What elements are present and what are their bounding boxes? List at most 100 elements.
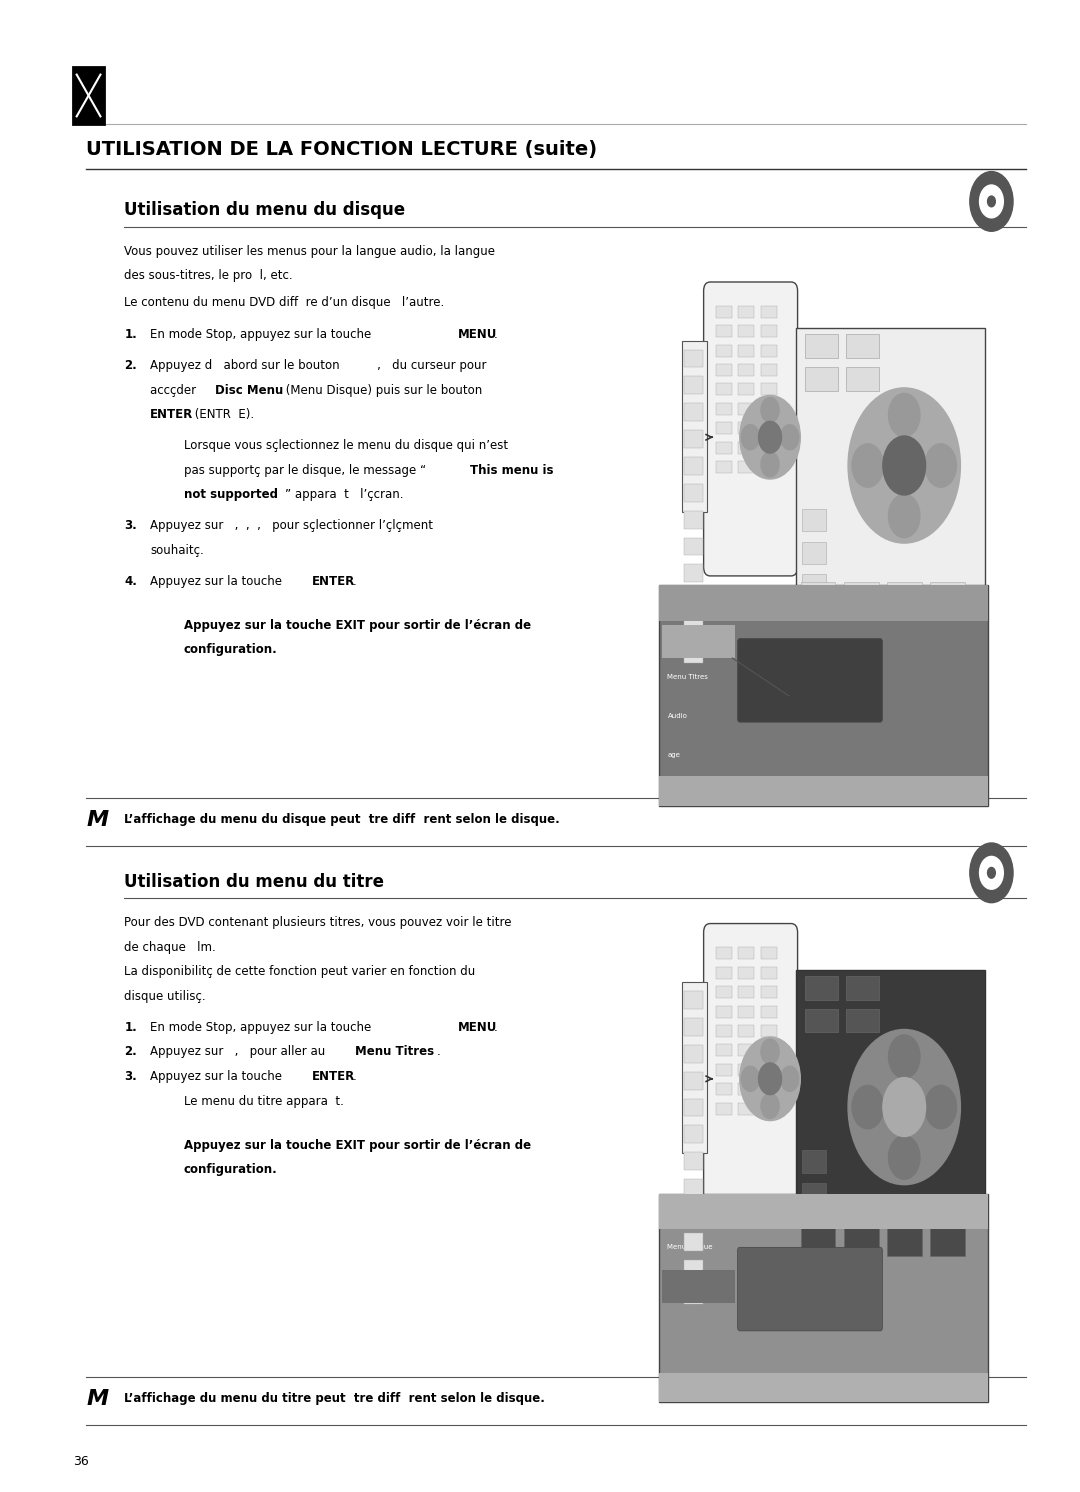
Bar [685, 1125, 702, 1143]
Text: (Menu Disque) puis sur le bouton: (Menu Disque) puis sur le bouton [282, 383, 482, 397]
Bar [847, 334, 879, 358]
Text: Disc Menu: Disc Menu [215, 383, 283, 397]
Bar [685, 349, 702, 367]
Text: age: age [667, 752, 680, 758]
Circle shape [740, 1037, 800, 1120]
Bar [739, 461, 754, 473]
Bar [685, 1044, 702, 1062]
Bar [685, 991, 702, 1009]
Bar [739, 967, 754, 979]
Bar [659, 776, 988, 806]
Bar [715, 364, 732, 376]
Bar [760, 422, 778, 434]
Bar [685, 1286, 702, 1304]
Text: ENTER: ENTER [312, 574, 355, 588]
Bar [739, 1103, 754, 1115]
Bar [806, 367, 838, 391]
Text: Menu Disque.: Menu Disque. [788, 680, 832, 686]
Text: disque utilisç.: disque utilisç. [124, 991, 206, 1003]
Circle shape [741, 425, 759, 449]
Bar [760, 1083, 778, 1095]
Bar [685, 510, 702, 528]
Bar [760, 442, 778, 454]
Text: ENTER: ENTER [150, 409, 193, 421]
Bar [806, 1009, 838, 1032]
Text: La disponibilitç de cette fonction peut varier en fonction du: La disponibilitç de cette fonction peut … [124, 965, 475, 979]
Text: 1.: 1. [124, 328, 137, 342]
Bar [685, 483, 702, 501]
Bar [685, 618, 702, 636]
Bar [806, 334, 838, 358]
Bar [760, 461, 778, 473]
Circle shape [852, 443, 883, 488]
Text: not supported: not supported [184, 488, 278, 501]
Text: des sous-titres, le pro  l, etc.: des sous-titres, le pro l, etc. [124, 269, 293, 282]
Text: 3.: 3. [124, 1070, 137, 1083]
Bar [685, 591, 702, 609]
Text: DÉPLAC.: DÉPLAC. [675, 1385, 698, 1391]
Bar [715, 345, 732, 357]
Circle shape [970, 843, 1013, 903]
Text: 2.: 2. [124, 1046, 137, 1058]
Bar [801, 542, 825, 564]
Circle shape [758, 1062, 782, 1095]
Bar [760, 325, 778, 337]
Text: Menu Disque: Menu Disque [667, 636, 713, 642]
Bar [760, 383, 778, 395]
Text: App 'ENTER' pour: App 'ENTER' pour [782, 658, 838, 664]
Text: DVD: DVD [985, 906, 998, 910]
Text: Appuyez sur la touche EXIT pour sortir de l’écran de: Appuyez sur la touche EXIT pour sortir d… [184, 619, 530, 633]
Bar [760, 306, 778, 318]
Text: M: M [86, 810, 108, 830]
Bar [739, 1064, 754, 1076]
Bar [760, 1064, 778, 1076]
FancyBboxPatch shape [738, 639, 882, 722]
Text: Menu Titres: Menu Titres [355, 1046, 434, 1058]
Bar [685, 1152, 702, 1170]
Bar [739, 403, 754, 415]
Bar [796, 970, 985, 1268]
Text: Appuyez sur la touche: Appuyez sur la touche [150, 1070, 305, 1083]
Text: Audio: Audio [667, 713, 687, 719]
Text: ENTER: ENTER [312, 1070, 355, 1083]
Text: .: . [353, 574, 356, 588]
Bar [685, 457, 702, 474]
Text: pas supportç par le disque, le message “: pas supportç par le disque, le message “ [184, 464, 459, 477]
Text: Utilisation du menu du titre: Utilisation du menu du titre [124, 873, 384, 891]
Text: Le contenu du menu DVD diff  re d’un disque   l’autre.: Le contenu du menu DVD diff re d’un disq… [124, 297, 445, 309]
FancyBboxPatch shape [73, 67, 104, 124]
Bar [739, 383, 754, 395]
Bar [739, 345, 754, 357]
Bar [739, 422, 754, 434]
Text: Appuyez sur la touche: Appuyez sur la touche [150, 574, 305, 588]
Bar [739, 306, 754, 318]
Bar [931, 1223, 966, 1256]
Bar [715, 422, 732, 434]
Circle shape [761, 1038, 779, 1064]
FancyBboxPatch shape [704, 282, 797, 576]
Text: Pour des DVD contenant plusieurs titres, vous pouvez voir le titre: Pour des DVD contenant plusieurs titres,… [124, 916, 512, 930]
Text: L’affichage du menu du titre peut  tre diff  rent selon le disque.: L’affichage du menu du titre peut tre di… [124, 1392, 545, 1405]
Circle shape [781, 425, 799, 449]
Text: .: . [494, 1021, 497, 1034]
Circle shape [761, 1094, 779, 1119]
Bar [659, 1194, 988, 1229]
Bar [847, 976, 879, 1000]
Bar [931, 582, 966, 615]
Bar [739, 325, 754, 337]
Text: ENTER: ENTER [895, 463, 914, 468]
Bar [801, 574, 825, 597]
Circle shape [987, 867, 996, 879]
Bar [739, 1044, 754, 1056]
Text: MENU: MENU [458, 1021, 497, 1034]
Bar [760, 1044, 778, 1056]
Bar [739, 986, 754, 998]
Text: de chaque   lm.: de chaque lm. [124, 941, 216, 953]
Text: DÉPLAC.: DÉPLAC. [675, 788, 698, 794]
Text: configuration.: configuration. [184, 1164, 278, 1177]
Bar [760, 986, 778, 998]
Bar [739, 442, 754, 454]
Bar [845, 582, 879, 615]
Text: En mode Stop, appuyez sur la touche: En mode Stop, appuyez sur la touche [150, 1021, 413, 1034]
Bar [683, 340, 707, 512]
